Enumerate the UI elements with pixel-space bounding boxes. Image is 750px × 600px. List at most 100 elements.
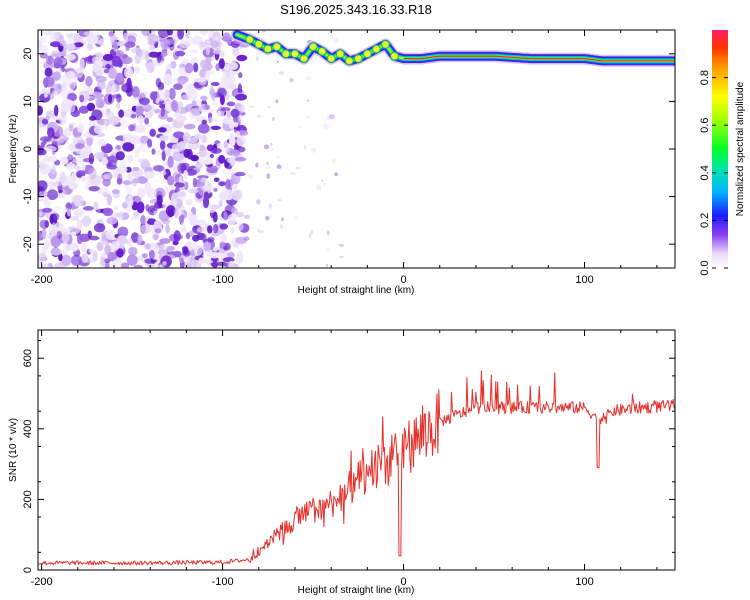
noise-blob [139,224,149,234]
noise-blob [137,115,144,125]
noise-blob [234,171,246,177]
noise-blob [50,247,62,256]
noise-blob [153,210,158,216]
noise-blob [334,172,338,177]
noise-blob [234,157,247,162]
noise-blob [238,72,243,79]
noise-blob [152,233,159,240]
noise-blob [219,79,231,90]
noise-blob [71,171,77,181]
y-tick-label: -20 [22,236,34,252]
noise-blob [199,144,205,152]
noise-blob [93,124,103,134]
noise-blob [204,104,210,111]
noise-blob [218,181,226,187]
noise-blob [173,83,183,90]
noise-blob [243,236,250,241]
y-tick-label: -10 [22,189,34,205]
noise-blob [276,60,279,63]
noise-blob [61,88,69,100]
noise-blob [77,123,85,133]
noise-blob [211,89,216,101]
noise-blob [222,32,231,43]
noise-blob [53,222,65,235]
noise-blob [79,58,85,70]
noise-blob [153,165,165,172]
ridge-blob [380,39,391,49]
noise-blob [93,151,105,160]
noise-blob [165,224,170,234]
spectrogram-y-ticks: 20 10 0 -10 -20 [22,48,675,252]
noise-blob [184,62,194,74]
snr-y-ticks: 0 200 400 600 [22,340,675,573]
noise-blob [38,196,50,202]
noise-blob [61,254,72,267]
noise-blob [158,30,170,39]
noise-blob [80,242,86,253]
x-tick-label: 100 [575,274,593,286]
noise-blob [141,104,152,112]
noise-blob [83,95,95,100]
noise-blob [74,165,82,171]
noise-blob [265,215,270,221]
noise-blob [188,188,199,194]
noise-blob [81,253,89,263]
noise-blob [279,224,284,229]
noise-blob [299,125,302,129]
noise-blob [230,227,235,234]
noise-blob [111,84,117,95]
colorbar-tick-label: 0.4 [699,165,711,180]
noise-blob [146,218,157,226]
noise-blob [229,155,236,167]
noise-blob [72,194,84,207]
noise-blob [188,230,195,237]
noise-blob [204,69,211,81]
noise-blob [130,114,137,119]
snr-panel: -200 -100 0 100 0 200 400 600 Height of straig… [8,329,676,596]
noise-blob [232,47,239,57]
noise-blob [108,31,115,37]
snr-x-ticks: -200 -100 0 100 [31,330,658,588]
noise-blob [325,263,329,267]
noise-blob [234,122,239,128]
noise-blob [38,253,47,262]
noise-blob [124,41,136,48]
colorbar-scale [712,30,728,268]
noise-blob [40,136,52,142]
snr-y-axis-label: SNR (10 * v/v) [8,418,19,482]
noise-blob [205,43,211,56]
noise-blob [187,137,199,143]
noise-blob [209,154,214,158]
noise-blob [97,138,108,147]
noise-blob [52,181,62,187]
noise-blob [153,36,160,42]
noise-blob [266,173,271,179]
noise-blob [60,111,67,118]
noise-blob [71,158,81,163]
noise-blob [229,135,236,147]
noise-blob [65,33,77,38]
noise-blob [304,144,306,150]
noise-blob [38,190,48,198]
noise-blob [339,255,344,258]
noise-blob [211,231,220,237]
noise-blob [201,119,207,125]
signal-ridge [231,30,675,67]
noise-blob [207,116,218,123]
noise-blob [59,117,66,124]
spectrogram-y-axis-label: Frequency (Hz) [8,115,19,184]
noise-blob [133,211,140,218]
noise-blob [202,62,213,71]
noise-blob [144,181,152,194]
noise-blob [115,72,124,83]
noise-blob [228,62,239,71]
noise-blob [171,100,178,112]
noise-blob [218,154,226,164]
noise-blob [200,95,208,101]
noise-blob [50,50,59,55]
noise-blob [178,215,184,222]
noise-blob [45,155,58,163]
noise-blob [294,216,298,220]
noise-blob [112,258,123,268]
